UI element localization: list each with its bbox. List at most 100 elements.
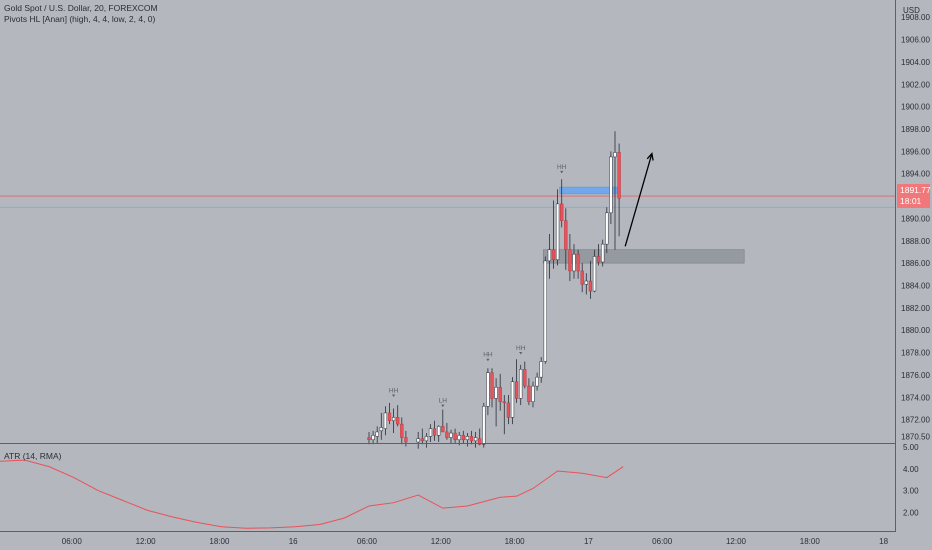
candle-body[interactable] [568,249,572,272]
atr-series-line[interactable] [0,459,624,529]
candle-body[interactable] [609,156,613,214]
candle-body[interactable] [510,381,515,418]
candle-body[interactable] [531,385,535,403]
candle-body[interactable] [379,427,383,432]
candle-body[interactable] [592,256,597,292]
time-tick-label: 06:00 [62,537,83,546]
candle-body[interactable] [572,253,576,272]
candle-body[interactable] [391,417,396,422]
candle-body[interactable] [420,438,424,442]
candle-body[interactable] [478,438,482,445]
candle-body[interactable] [527,385,531,403]
candle-body[interactable] [367,437,371,441]
candle-body[interactable] [551,249,556,261]
candle-body[interactable] [404,437,408,443]
candle-body[interactable] [449,432,453,438]
price-tick-label: 1882.00 [901,304,930,313]
time-axis[interactable]: 06:00 12:00 18:00 16 06:00 12:00 18:00 17 06:00 1… [62,537,889,546]
symbol-title[interactable]: Gold Spot / U.S. Dollar, 20, FOREXCOM [4,3,158,13]
bar-countdown: 18:01 [900,196,922,206]
candle-body[interactable] [547,249,552,262]
candle-body[interactable] [465,436,470,441]
candle-body[interactable] [461,435,465,441]
candle-body[interactable] [605,212,609,245]
pivot-marker-icon [441,404,445,408]
candle-body[interactable] [383,412,388,429]
candle-body[interactable] [432,428,437,436]
indicator-title[interactable]: Pivots HL [Anan] (high, 4, 4, low, 2, 4,… [4,14,156,24]
candle-body[interactable] [617,152,621,199]
price-tick-label: 1888.00 [901,237,930,246]
candle-body[interactable] [371,435,375,441]
candle-body[interactable] [498,386,502,403]
candle-body[interactable] [506,402,511,418]
candle-body[interactable] [486,372,490,407]
candle-body[interactable] [539,361,543,378]
arrow-drawing-layer[interactable] [624,152,654,247]
price-tick-label: 1890.00 [901,214,930,223]
atr-legend[interactable]: ATR (14, RMA) [4,451,62,461]
price-tick-label: 1906.00 [901,36,930,45]
candle-body[interactable] [588,280,593,292]
candle-body[interactable] [543,260,547,362]
candle-body[interactable] [596,256,601,263]
candle-body[interactable] [580,270,584,285]
candle-body[interactable] [576,253,580,272]
pivot-label: LH [439,398,448,405]
candle-body[interactable] [613,152,617,158]
candle-body[interactable] [564,220,568,250]
candle-body[interactable] [424,436,429,442]
time-tick-label: 16 [289,537,298,546]
candle-body[interactable] [523,369,527,387]
breakout-level-box[interactable] [559,186,618,195]
pivot-marker-icon [519,352,523,355]
candle-body[interactable] [535,376,539,387]
atr-tick-label: 3.00 [903,487,919,496]
candle-body[interactable] [400,423,404,438]
candle-body[interactable] [469,436,474,442]
candle-body[interactable] [601,243,605,263]
pivot-label: HH [389,388,399,395]
candle-body[interactable] [416,438,420,443]
pivot-marker-icon [392,394,396,398]
candle-body[interactable] [445,431,449,438]
candle-body[interactable] [494,386,498,399]
candle-body[interactable] [375,431,379,437]
time-tick-label: 06:00 [652,537,673,546]
price-tick-label: 1880.00 [901,326,930,335]
candle-body[interactable] [560,203,564,221]
candle-body[interactable] [396,417,400,425]
price-tick-label: 1904.00 [901,58,930,67]
time-tick-label: 12:00 [431,537,452,546]
atr-tick-label: 2.00 [903,509,919,518]
candle-body[interactable] [428,428,433,437]
currency-label[interactable]: USD [903,6,920,15]
candle-body[interactable] [502,401,506,404]
candle-body[interactable] [519,369,523,399]
candle-body[interactable] [387,412,392,422]
candle-body[interactable] [555,203,560,261]
candle-body[interactable] [584,280,588,285]
time-tick-label: 18 [879,537,888,546]
price-tick-label: 1878.00 [901,349,930,358]
candle-body[interactable] [482,405,486,445]
atr-pane[interactable] [0,459,624,529]
atr-axis[interactable]: 5.00 4.00 3.00 2.00 [903,443,919,518]
candle-body[interactable] [437,426,441,436]
price-tick-label: 1902.00 [901,80,930,89]
time-tick-label: 18:00 [800,537,821,546]
candles-layer[interactable] [367,131,621,449]
trend-arrow-line[interactable] [624,153,653,247]
candle-body[interactable] [457,435,461,441]
horizontal-lines-layer[interactable] [0,195,895,208]
price-tick-label: 1896.00 [901,147,930,156]
candle-body[interactable] [441,426,445,433]
pivot-label: HH [483,352,493,359]
candle-body[interactable] [453,432,457,441]
candle-body[interactable] [490,372,494,399]
time-tick-label: 18:00 [209,537,230,546]
candle-body[interactable] [473,437,478,442]
candle-body[interactable] [514,381,519,399]
